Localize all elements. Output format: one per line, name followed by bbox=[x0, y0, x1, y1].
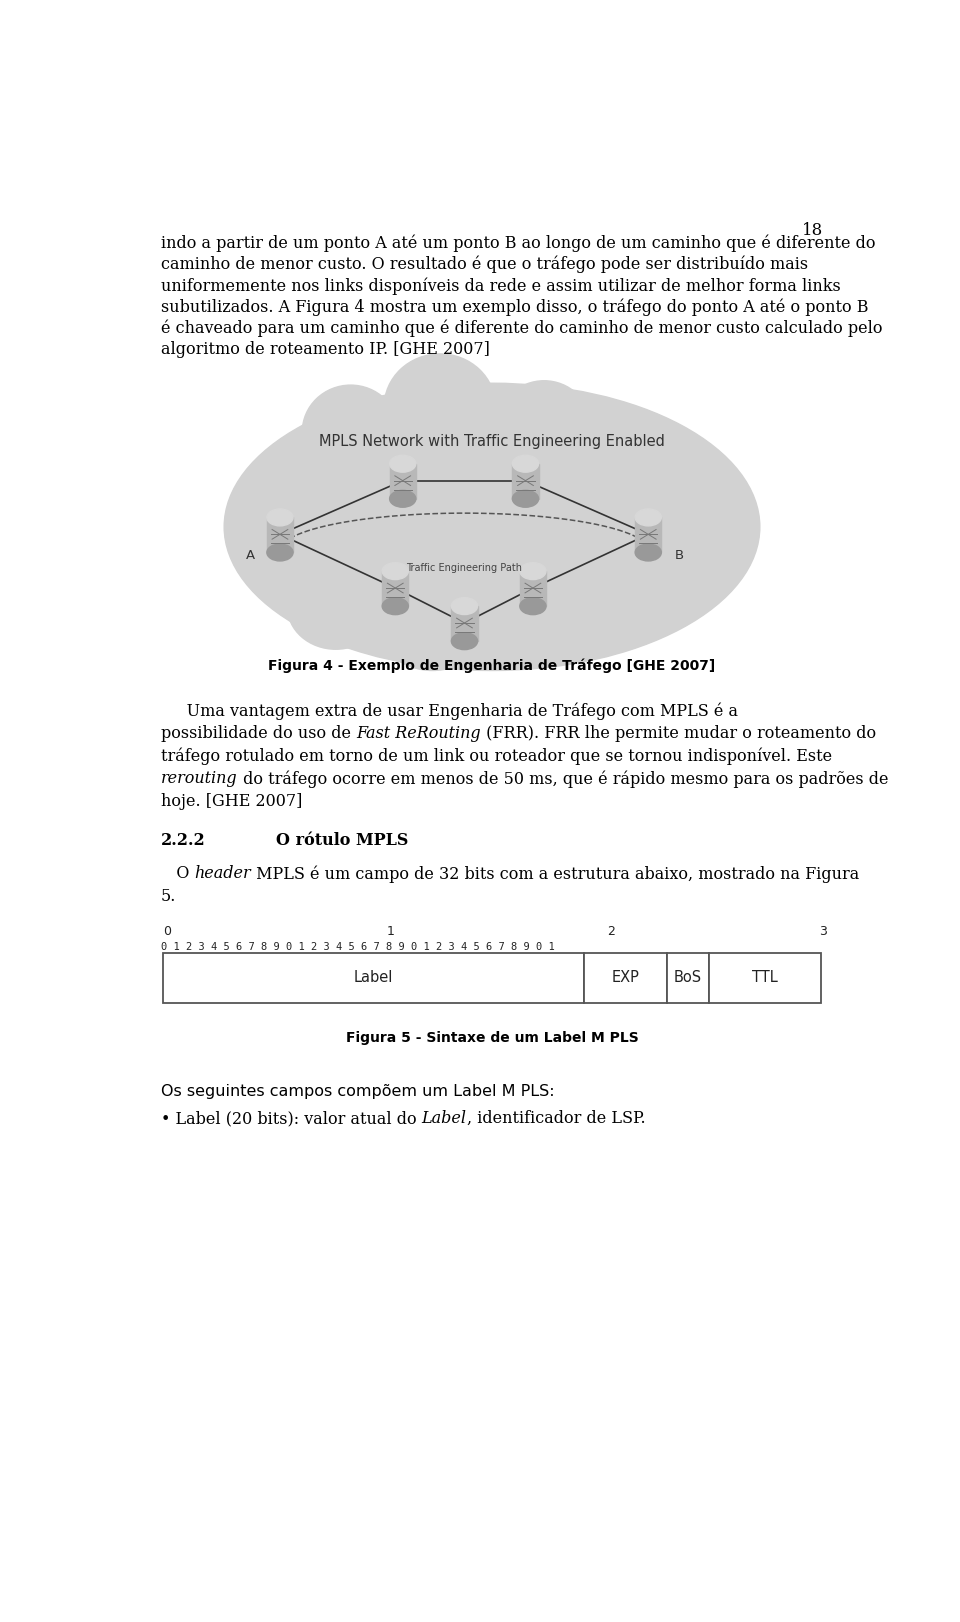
Text: Traffic Engineering Path: Traffic Engineering Path bbox=[406, 563, 522, 573]
Text: EXP: EXP bbox=[612, 970, 639, 985]
Text: Label: Label bbox=[421, 1109, 467, 1127]
Ellipse shape bbox=[390, 490, 416, 508]
Text: 0: 0 bbox=[163, 925, 171, 938]
Text: uniformemente nos links disponíveis da rede e assim utilizar de melhor forma lin: uniformemente nos links disponíveis da r… bbox=[161, 277, 841, 295]
Text: Os seguintes campos compõem um Label M PLS:: Os seguintes campos compõem um Label M P… bbox=[161, 1083, 555, 1098]
Ellipse shape bbox=[513, 490, 539, 508]
Polygon shape bbox=[390, 464, 416, 500]
Polygon shape bbox=[513, 464, 539, 500]
Ellipse shape bbox=[225, 383, 759, 670]
Ellipse shape bbox=[519, 563, 546, 579]
Text: possibilidade do uso de: possibilidade do uso de bbox=[161, 725, 356, 743]
Ellipse shape bbox=[451, 633, 477, 650]
Text: 3: 3 bbox=[820, 925, 828, 938]
Text: O: O bbox=[161, 865, 195, 882]
Text: A: A bbox=[246, 550, 254, 563]
Text: Figura 5 - Sintaxe de um Label M PLS: Figura 5 - Sintaxe de um Label M PLS bbox=[346, 1030, 638, 1045]
Ellipse shape bbox=[590, 566, 676, 642]
Ellipse shape bbox=[636, 543, 661, 561]
Text: 18: 18 bbox=[802, 222, 823, 238]
Text: (FRR). FRR lhe permite mudar o roteamento do: (FRR). FRR lhe permite mudar o roteament… bbox=[481, 725, 876, 743]
Ellipse shape bbox=[382, 599, 408, 615]
Ellipse shape bbox=[487, 577, 587, 662]
Text: Label: Label bbox=[354, 970, 394, 985]
Ellipse shape bbox=[378, 581, 487, 670]
Ellipse shape bbox=[513, 456, 539, 472]
Text: • Label (20 bits): valor atual do: • Label (20 bits): valor atual do bbox=[161, 1109, 421, 1127]
FancyBboxPatch shape bbox=[667, 952, 709, 1002]
Text: do tráfego ocorre em menos de 50 ms, que é rápido mesmo para os padrões de: do tráfego ocorre em menos de 50 ms, que… bbox=[237, 770, 888, 788]
Text: indo a partir de um ponto A até um ponto B ao longo de um caminho que é diferent: indo a partir de um ponto A até um ponto… bbox=[161, 235, 876, 251]
Polygon shape bbox=[267, 517, 293, 553]
Text: Uma vantagem extra de usar Engenharia de Tráfego com MPLS é a: Uma vantagem extra de usar Engenharia de… bbox=[161, 702, 738, 720]
Polygon shape bbox=[519, 571, 546, 607]
Text: 2.2.2: 2.2.2 bbox=[161, 832, 205, 848]
Ellipse shape bbox=[519, 599, 546, 615]
Text: rerouting: rerouting bbox=[161, 770, 237, 787]
Text: 0 1 2 3 4 5 6 7 8 9 0 1 2 3 4 5 6 7 8 9 0 1 2 3 4 5 6 7 8 9 0 1: 0 1 2 3 4 5 6 7 8 9 0 1 2 3 4 5 6 7 8 9 … bbox=[161, 941, 555, 952]
Ellipse shape bbox=[267, 509, 293, 526]
Text: , identificador de LSP.: , identificador de LSP. bbox=[467, 1109, 645, 1127]
Ellipse shape bbox=[287, 564, 384, 649]
Text: header: header bbox=[195, 865, 252, 882]
Text: é chaveado para um caminho que é diferente do caminho de menor custo calculado p: é chaveado para um caminho que é diferen… bbox=[161, 320, 882, 337]
Text: tráfego rotulado em torno de um link ou roteador que se tornou indisponível. Est: tráfego rotulado em torno de um link ou … bbox=[161, 748, 832, 766]
Ellipse shape bbox=[585, 407, 667, 488]
Text: 5.: 5. bbox=[161, 887, 177, 905]
Text: 2: 2 bbox=[608, 925, 615, 938]
Ellipse shape bbox=[302, 384, 399, 478]
Ellipse shape bbox=[390, 456, 416, 472]
Text: MPLS é um campo de 32 bits com a estrutura abaixo, mostrado na Figura: MPLS é um campo de 32 bits com a estrutu… bbox=[252, 865, 859, 882]
Ellipse shape bbox=[497, 381, 590, 470]
Text: TTL: TTL bbox=[753, 970, 778, 985]
Text: Fast ReRouting: Fast ReRouting bbox=[356, 725, 481, 743]
Text: hoje. [GHE 2007]: hoje. [GHE 2007] bbox=[161, 793, 302, 809]
Text: B: B bbox=[675, 550, 684, 563]
Text: algoritmo de roteamento IP. [GHE 2007]: algoritmo de roteamento IP. [GHE 2007] bbox=[161, 341, 490, 358]
Polygon shape bbox=[451, 607, 477, 641]
FancyBboxPatch shape bbox=[709, 952, 821, 1002]
Ellipse shape bbox=[636, 509, 661, 526]
Ellipse shape bbox=[384, 354, 495, 461]
Text: caminho de menor custo. O resultado é que o tráfego pode ser distribuído mais: caminho de menor custo. O resultado é qu… bbox=[161, 256, 808, 274]
Text: 1: 1 bbox=[386, 925, 395, 938]
FancyBboxPatch shape bbox=[163, 952, 585, 1002]
Polygon shape bbox=[636, 517, 661, 553]
Ellipse shape bbox=[267, 543, 293, 561]
FancyBboxPatch shape bbox=[585, 952, 667, 1002]
Text: Figura 4 - Exemplo de Engenharia de Tráfego [GHE 2007]: Figura 4 - Exemplo de Engenharia de Tráf… bbox=[269, 659, 715, 673]
Text: subutilizados. A Figura 4 mostra um exemplo disso, o tráfego do ponto A até o po: subutilizados. A Figura 4 mostra um exem… bbox=[161, 298, 869, 316]
Polygon shape bbox=[382, 571, 408, 607]
Text: BoS: BoS bbox=[674, 970, 702, 985]
Text: O rótulo MPLS: O rótulo MPLS bbox=[276, 832, 409, 848]
Ellipse shape bbox=[382, 563, 408, 579]
Text: MPLS Network with Traffic Engineering Enabled: MPLS Network with Traffic Engineering En… bbox=[319, 435, 665, 449]
Ellipse shape bbox=[451, 597, 477, 615]
